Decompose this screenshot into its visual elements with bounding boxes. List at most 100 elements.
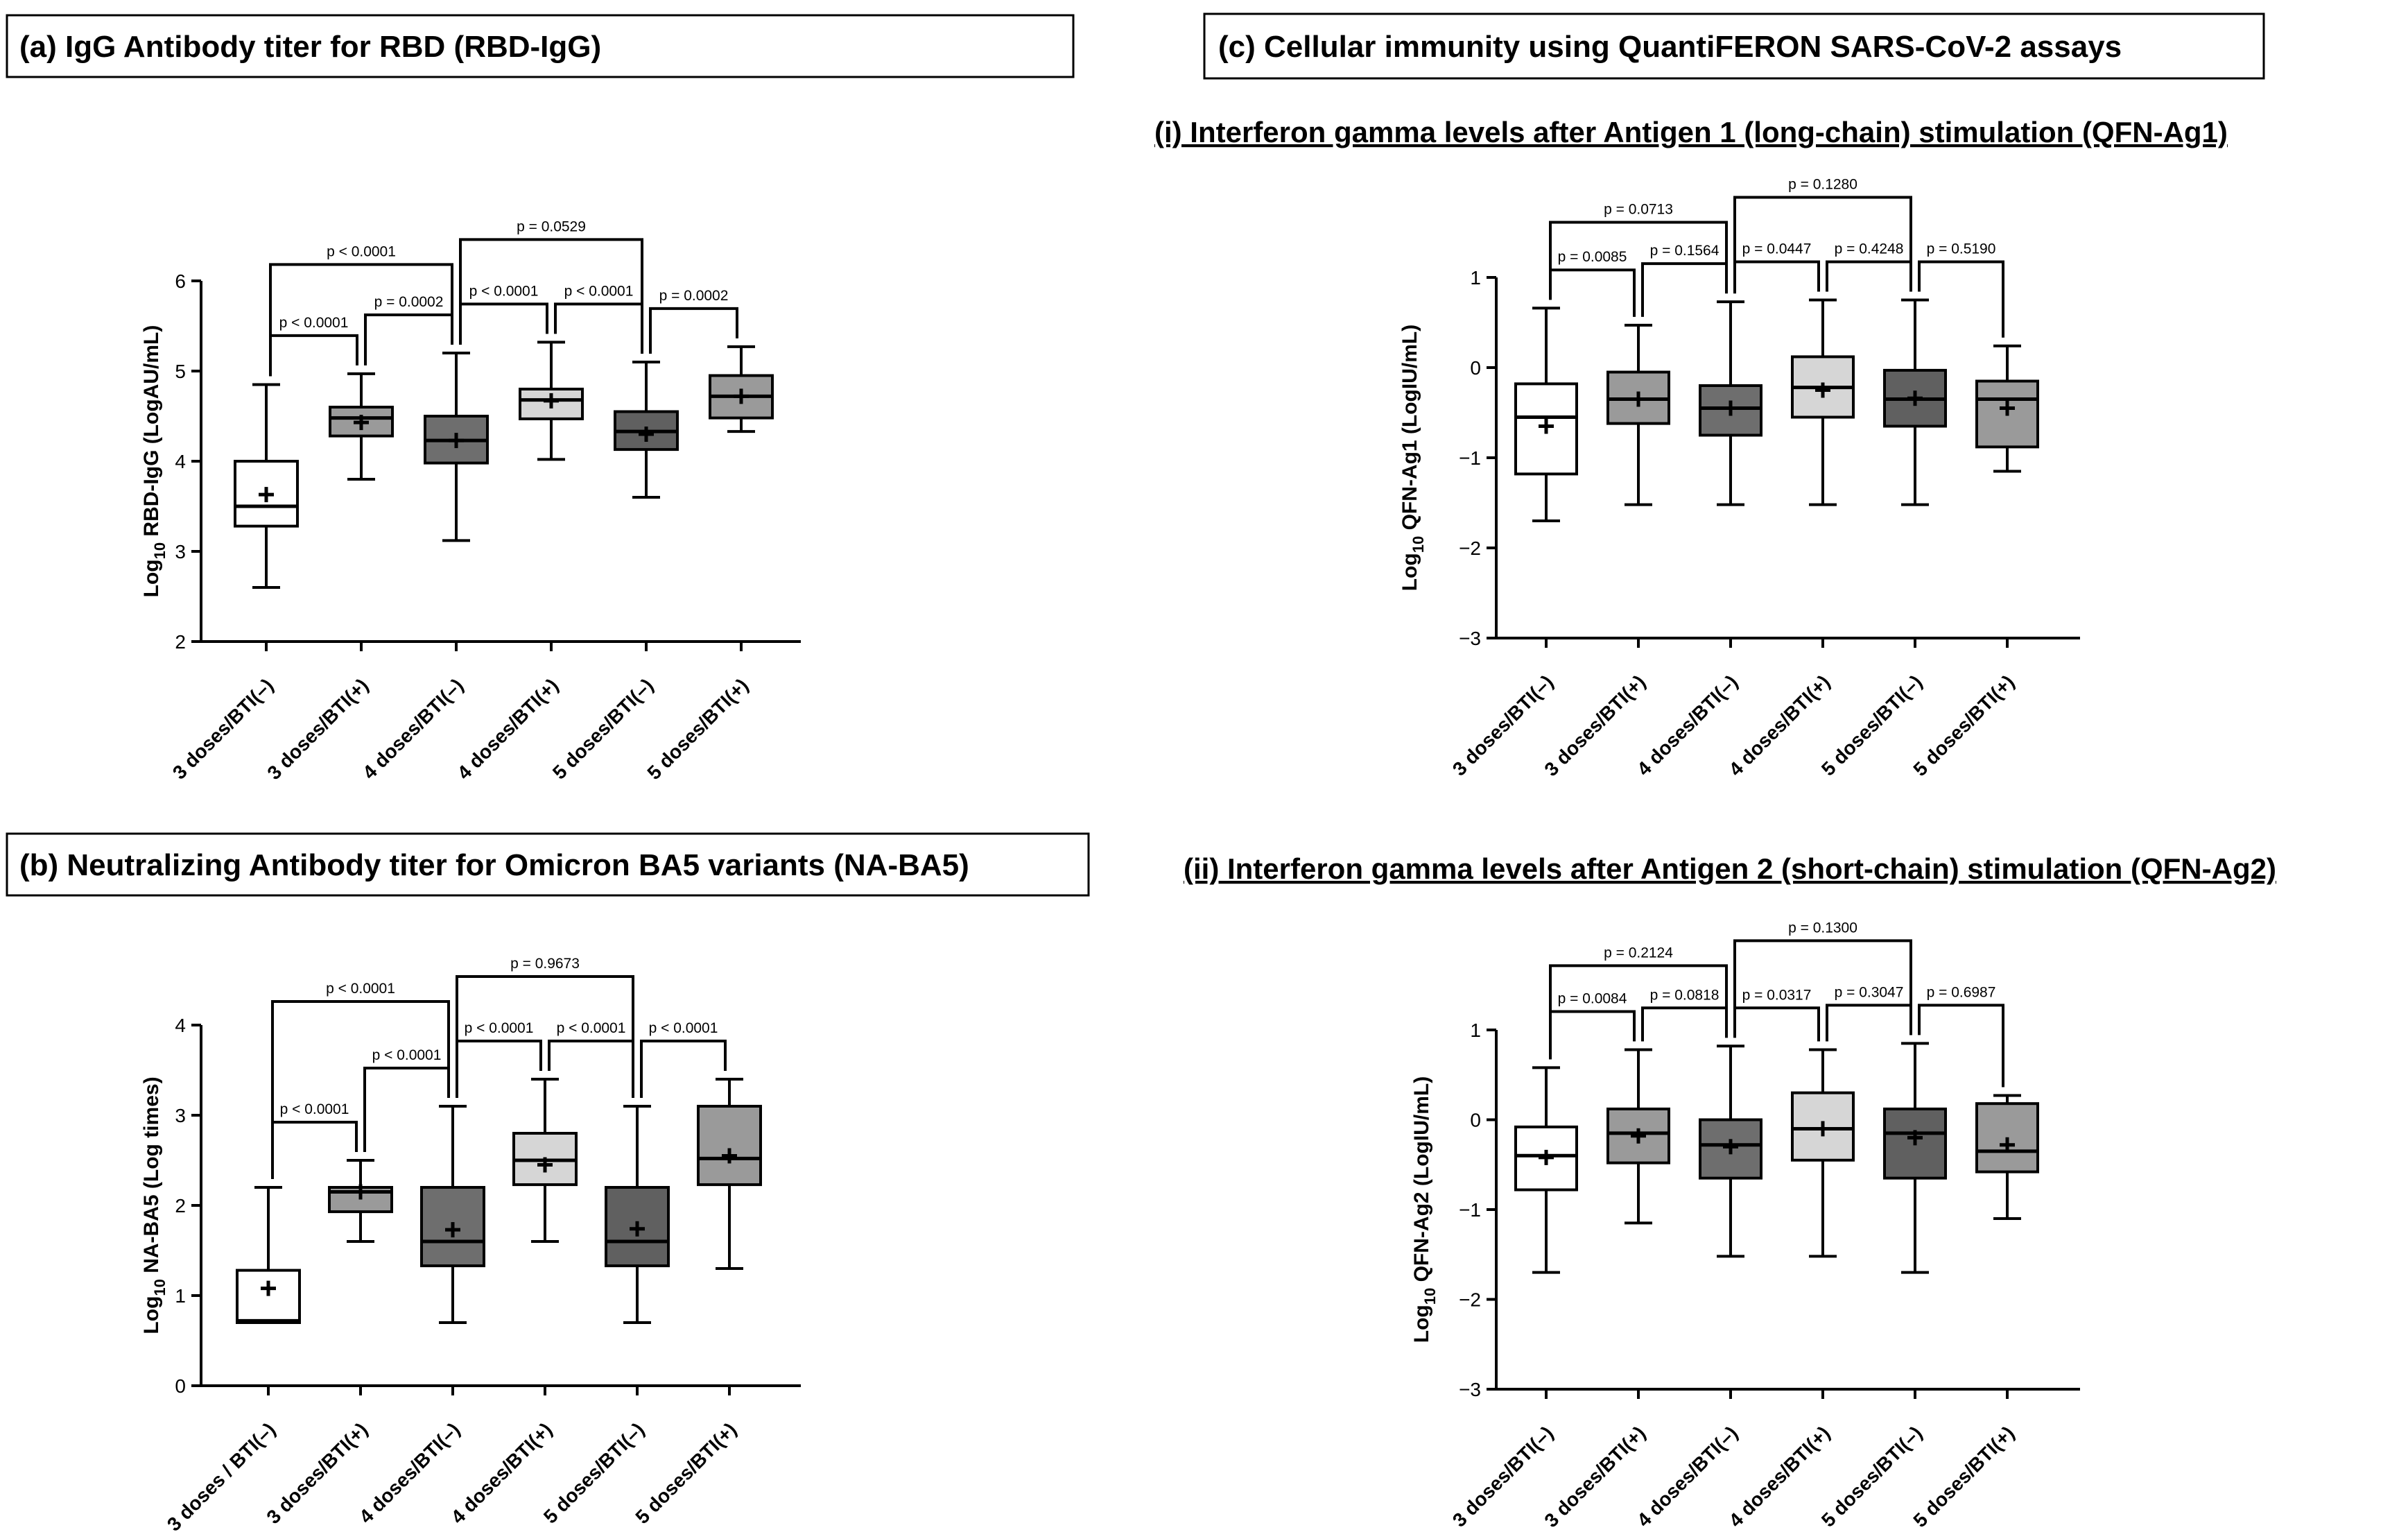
p-value-label: p = 0.1280 — [1788, 177, 1857, 193]
box-plot-group — [605, 1105, 670, 1324]
panel-c-title: (c) Cellular immunity using QuantiFERON … — [1218, 30, 2122, 64]
panel-cii-title: (ii) Interferon gamma levels after Antig… — [1184, 852, 2276, 885]
box-plot-group — [420, 1105, 485, 1324]
bracket-line — [554, 302, 643, 354]
bracket-line — [1918, 260, 2004, 338]
y-tick-label: −3 — [1459, 1379, 1481, 1400]
bracket-line — [1733, 260, 1820, 294]
y-axis-title: Log10 RBD-IgG (LogAU/mL) — [140, 325, 168, 598]
box-plot-group — [236, 1186, 301, 1324]
y-tick-label: −1 — [1459, 447, 1481, 469]
iqr-box — [236, 1269, 301, 1324]
y-tick-label: 0 — [175, 1375, 186, 1397]
box-plot-group — [1791, 1048, 1855, 1258]
significance-bracket: p < 0.0001 — [363, 1047, 450, 1152]
box-plot-group — [234, 383, 299, 589]
box-plot-group — [1791, 298, 1855, 506]
box-plot-group — [1606, 1048, 1670, 1225]
y-tick-label: −1 — [1459, 1199, 1481, 1221]
panel-c-title-box — [1203, 12, 2265, 80]
p-value-label: p = 0.0317 — [1742, 987, 1812, 1003]
significance-bracket: p = 0.5190 — [1918, 241, 2004, 338]
bracket-line — [269, 263, 453, 377]
significance-bracket: p = 0.1300 — [1733, 920, 1912, 1038]
y-tick-label: 1 — [1470, 1020, 1481, 1041]
bracket-line — [548, 1040, 634, 1098]
significance-bracket: p = 0.2124 — [1549, 945, 1728, 1060]
significance-bracket: p < 0.0001 — [271, 981, 450, 1179]
box-plot-group — [1606, 323, 1670, 506]
y-tick-label: 6 — [175, 270, 186, 292]
box-plot-group — [1699, 1044, 1762, 1258]
p-value-label: p < 0.0001 — [279, 315, 349, 331]
significance-bracket: p = 0.0002 — [649, 288, 738, 354]
panel-a-title: (a) IgG Antibody titer for RBD (RBD-IgG) — [19, 30, 601, 64]
box-plot-group — [1699, 300, 1762, 506]
box-plot-group — [1975, 1094, 2039, 1220]
iqr-box — [1699, 1118, 1762, 1180]
bracket-line — [640, 1040, 727, 1098]
p-value-label: p = 0.0447 — [1742, 241, 1812, 257]
y-tick-label: 3 — [175, 541, 186, 562]
p-value-label: p = 0.3047 — [1835, 984, 1904, 1000]
x-tick-label: 5 doses/BTI(+) — [1909, 1422, 2018, 1531]
bracket-line — [1733, 1006, 1820, 1042]
y-tick-label: 3 — [175, 1105, 186, 1126]
significance-bracket: p = 0.1564 — [1641, 243, 1728, 317]
p-value-label: p = 0.9673 — [510, 956, 580, 972]
box-plot-group — [329, 372, 394, 481]
box-plot-group — [1883, 1042, 1947, 1274]
p-value-label: p = 0.1564 — [1650, 243, 1720, 259]
y-tick-label: 4 — [175, 1015, 186, 1036]
x-tick-label: 5 doses/BTI(+) — [643, 674, 752, 784]
panel-ci-title: (i) Interferon gamma levels after Antige… — [1154, 116, 2228, 148]
y-tick-label: 4 — [175, 451, 186, 472]
p-value-label: p < 0.0001 — [327, 243, 396, 259]
iqr-box — [697, 1105, 762, 1187]
bracket-line — [1733, 196, 1912, 294]
p-value-label: p = 0.1300 — [1788, 920, 1857, 936]
box-plot-group — [328, 1159, 393, 1243]
significance-bracket: p < 0.0001 — [269, 243, 453, 377]
box-plot-group — [1514, 307, 1578, 522]
significance-bracket: p = 0.6987 — [1918, 984, 2004, 1087]
box-plot-group — [424, 352, 489, 542]
y-tick-label: 0 — [1470, 1110, 1481, 1131]
bracket-line — [364, 313, 453, 366]
p-value-label: p = 0.6987 — [1927, 984, 1996, 1000]
bracket-line — [459, 302, 548, 345]
bracket-line — [649, 307, 738, 354]
p-value-label: p < 0.0001 — [280, 1101, 349, 1117]
significance-bracket: p < 0.0001 — [548, 1020, 634, 1098]
bracket-line — [1733, 939, 1912, 1038]
y-tick-label: 1 — [1470, 267, 1481, 289]
p-value-label: p < 0.0001 — [557, 1020, 626, 1036]
panel-b-title-box — [6, 832, 1090, 897]
p-value-label: p < 0.0001 — [372, 1047, 442, 1063]
bracket-line — [1549, 268, 1636, 317]
box-plot-group — [1514, 1066, 1578, 1274]
y-tick-label: 2 — [175, 1195, 186, 1216]
bracket-line — [363, 1067, 450, 1152]
x-tick-label: 3 doses/BTI(–) — [168, 674, 277, 783]
y-tick-label: 2 — [175, 631, 186, 653]
significance-bracket: p = 0.0447 — [1733, 241, 1820, 294]
y-tick-label: −3 — [1459, 628, 1481, 649]
y-tick-label: −2 — [1459, 538, 1481, 559]
significance-bracket: p = 0.3047 — [1826, 984, 1912, 1042]
y-tick-label: −2 — [1459, 1289, 1481, 1311]
bracket-line — [271, 1121, 358, 1179]
y-axis-title: Log10 QFN-Ag1 (LogIU/mL) — [1398, 325, 1427, 591]
significance-bracket: p = 0.0084 — [1549, 990, 1636, 1060]
box-plot-group — [519, 341, 584, 461]
p-value-label: p < 0.0001 — [649, 1020, 718, 1036]
x-tick-label: 5 doses/BTI(–) — [548, 674, 657, 783]
p-value-label: p = 0.5190 — [1927, 241, 1996, 257]
p-value-label: p < 0.0001 — [326, 981, 395, 997]
bracket-line — [1549, 964, 1728, 1060]
y-tick-label: 0 — [1470, 357, 1481, 379]
box-plot-group — [697, 1078, 762, 1270]
x-tick-label: 3 doses / BTI(–) — [163, 1418, 279, 1535]
